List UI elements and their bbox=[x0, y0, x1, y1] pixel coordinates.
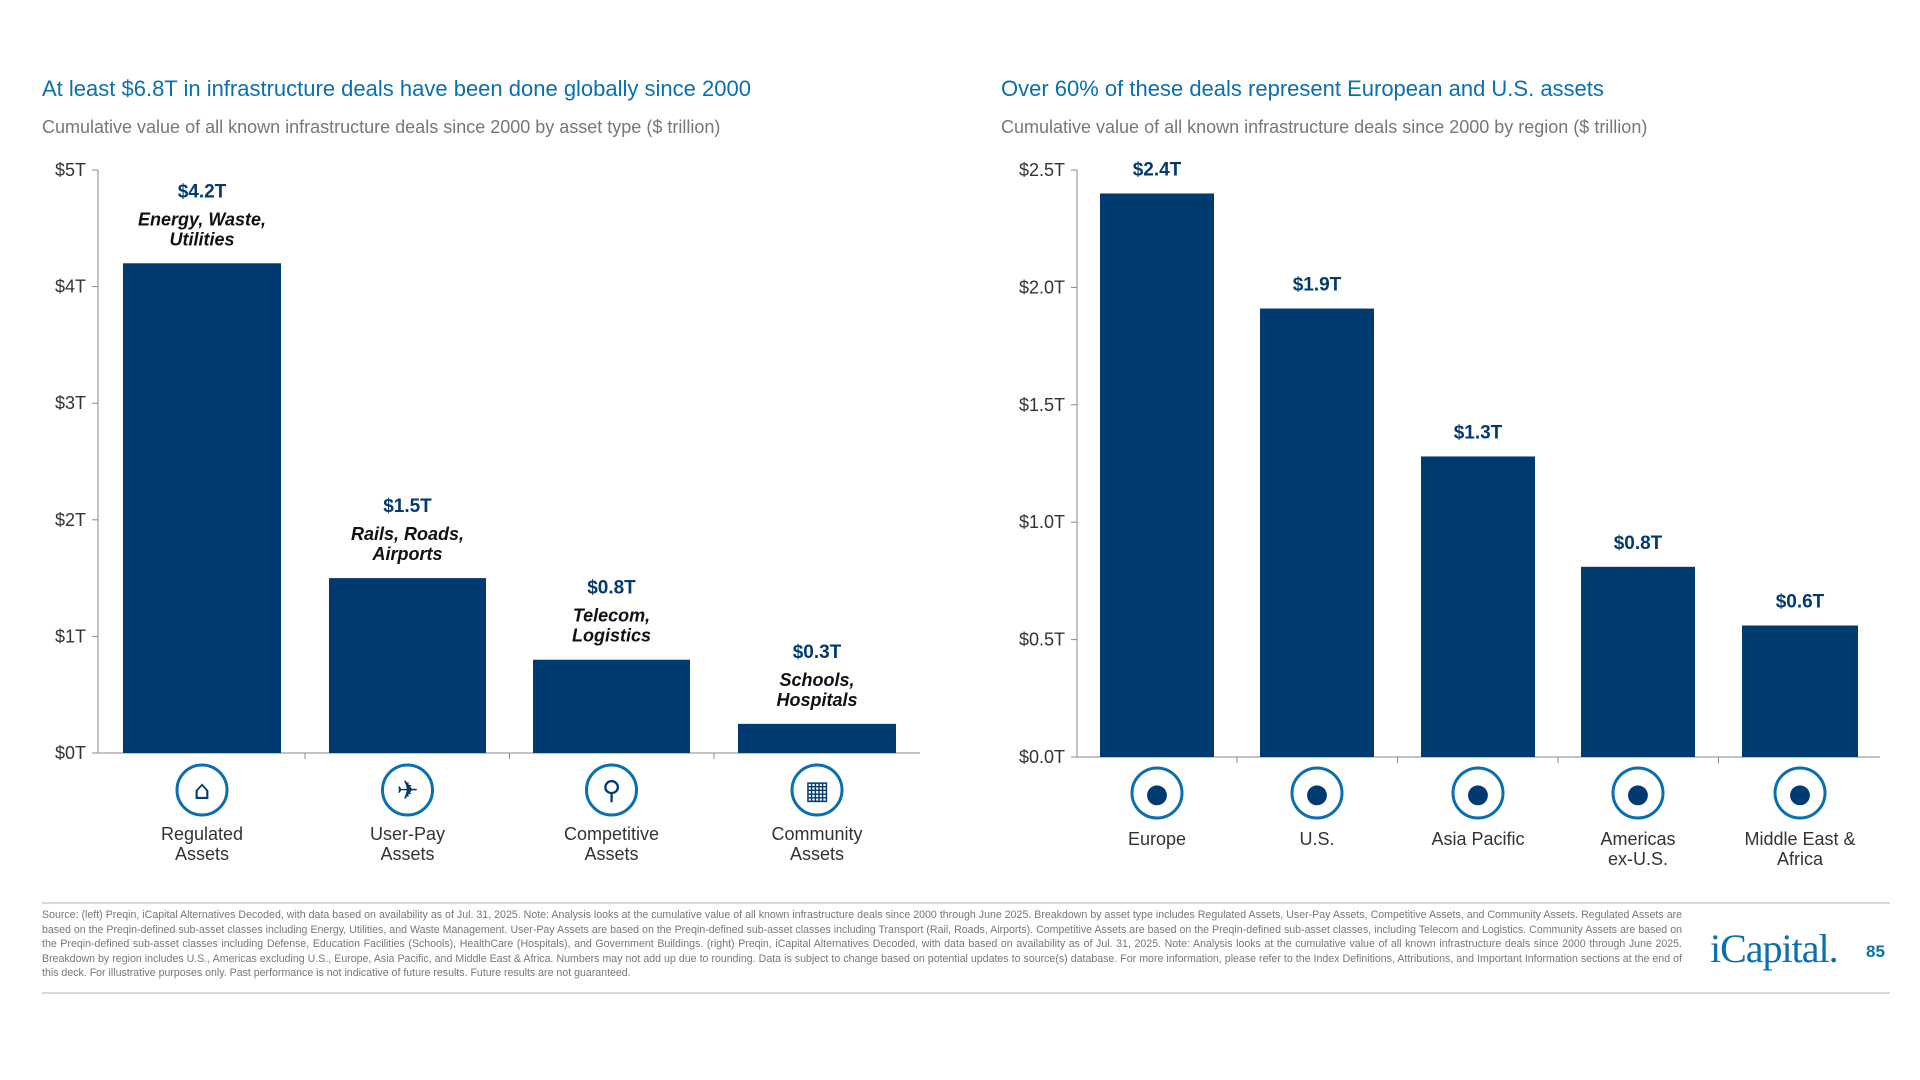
bar bbox=[123, 263, 281, 753]
y-tick-label: $2.5T bbox=[1019, 160, 1065, 180]
data-label: $1.5T bbox=[383, 496, 432, 517]
airplane-icon bbox=[381, 763, 434, 817]
bar-annotation: Telecom, bbox=[573, 606, 650, 626]
school-building-icon bbox=[790, 763, 844, 817]
right-chart-title: Over 60% of these deals represent Europe… bbox=[1001, 76, 1604, 101]
y-tick-label: $3T bbox=[55, 393, 86, 413]
data-label: $1.3T bbox=[1454, 422, 1503, 443]
category-label: Assets bbox=[790, 844, 844, 864]
power-plant-icon-glyph: ⌂ bbox=[194, 776, 211, 806]
us-map-icon-glyph: ● bbox=[1306, 779, 1329, 809]
icapital-logo: iCapital. bbox=[1710, 926, 1839, 971]
school-building-icon-glyph: ▦ bbox=[805, 776, 830, 806]
y-tick-label: $2T bbox=[55, 510, 86, 530]
bar bbox=[533, 659, 690, 753]
data-label: $0.6T bbox=[1776, 592, 1825, 613]
bar bbox=[1581, 566, 1695, 757]
left-chart-title: At least $6.8T in infrastructure deals h… bbox=[42, 76, 751, 101]
data-label: $2.4T bbox=[1133, 159, 1182, 180]
bar bbox=[1742, 625, 1858, 757]
right-chart-subtitle: Cumulative value of all known infrastruc… bbox=[1001, 117, 1648, 137]
category-label: Competitive bbox=[564, 824, 659, 844]
footnote: Source: (left) Preqin, iCapital Alternat… bbox=[42, 909, 1682, 980]
americas-map-icon-glyph: ● bbox=[1627, 779, 1650, 809]
data-label: $4.2T bbox=[178, 181, 227, 202]
y-tick-label: $4T bbox=[55, 277, 86, 297]
bar-annotation: Schools, bbox=[779, 670, 854, 690]
category-label: Asia Pacific bbox=[1431, 829, 1524, 849]
category-label: Regulated bbox=[161, 824, 243, 844]
data-label: $0.3T bbox=[793, 642, 842, 663]
y-tick-label: $1T bbox=[55, 626, 86, 646]
antenna-tower-icon-glyph: ⚲ bbox=[602, 776, 621, 806]
y-tick-label: $2.0T bbox=[1019, 277, 1065, 297]
category-label: Assets bbox=[584, 844, 638, 864]
bar bbox=[1421, 456, 1535, 757]
y-tick-label: $0.0T bbox=[1019, 747, 1065, 767]
y-tick-label: $0T bbox=[55, 743, 86, 763]
data-label: $0.8T bbox=[1614, 533, 1663, 554]
bar bbox=[1100, 193, 1214, 758]
asia-pacific-map-icon-glyph: ● bbox=[1467, 779, 1490, 809]
bar-annotation: Energy, Waste, bbox=[138, 209, 266, 229]
footer-divider-top bbox=[42, 902, 1890, 904]
bar bbox=[1260, 308, 1374, 757]
bar bbox=[738, 723, 896, 753]
y-tick-label: $0.5T bbox=[1019, 630, 1065, 650]
y-tick-label: $1.5T bbox=[1019, 395, 1065, 415]
data-label: $1.9T bbox=[1293, 275, 1342, 296]
africa-map-icon bbox=[1773, 766, 1827, 820]
category-label: User-Pay bbox=[370, 824, 445, 844]
category-label: Europe bbox=[1128, 829, 1186, 849]
bar-annotation: Logistics bbox=[572, 626, 651, 646]
americas-map-icon bbox=[1611, 766, 1665, 820]
category-label: Middle East & bbox=[1744, 829, 1855, 849]
bar-annotation: Airports bbox=[371, 544, 442, 564]
category-label: U.S. bbox=[1299, 829, 1334, 849]
airplane-icon-glyph: ✈ bbox=[397, 776, 419, 806]
data-label: $0.8T bbox=[587, 578, 636, 599]
left-chart-subtitle: Cumulative value of all known infrastruc… bbox=[42, 117, 721, 137]
category-label: Americas bbox=[1600, 829, 1675, 849]
africa-map-icon-glyph: ● bbox=[1789, 779, 1812, 809]
bar-annotation: Rails, Roads, bbox=[351, 524, 464, 544]
europe-map-icon-glyph: ● bbox=[1146, 779, 1169, 809]
charts-canvas: $0T $1T $2T $3T $4T $5T $4.2T Energy, Waste,Uti… bbox=[55, 159, 1880, 869]
page-number: 85 bbox=[1866, 942, 1885, 961]
y-tick-label: $1.0T bbox=[1019, 512, 1065, 532]
bar-annotation: Utilities bbox=[169, 229, 234, 249]
bar bbox=[329, 578, 486, 753]
antenna-tower-icon bbox=[585, 763, 638, 817]
category-label: Assets bbox=[175, 844, 229, 864]
category-label: Africa bbox=[1777, 849, 1824, 869]
y-tick-label: $5T bbox=[55, 160, 86, 180]
category-label: Assets bbox=[380, 844, 434, 864]
europe-map-icon bbox=[1130, 766, 1184, 820]
us-map-icon bbox=[1290, 766, 1344, 820]
category-label: ex-U.S. bbox=[1608, 849, 1668, 869]
bar-annotation: Hospitals bbox=[776, 690, 857, 710]
footer-divider-bottom bbox=[42, 992, 1890, 994]
asia-pacific-map-icon bbox=[1451, 766, 1505, 820]
category-label: Community bbox=[771, 824, 862, 844]
power-plant-icon bbox=[175, 763, 229, 817]
